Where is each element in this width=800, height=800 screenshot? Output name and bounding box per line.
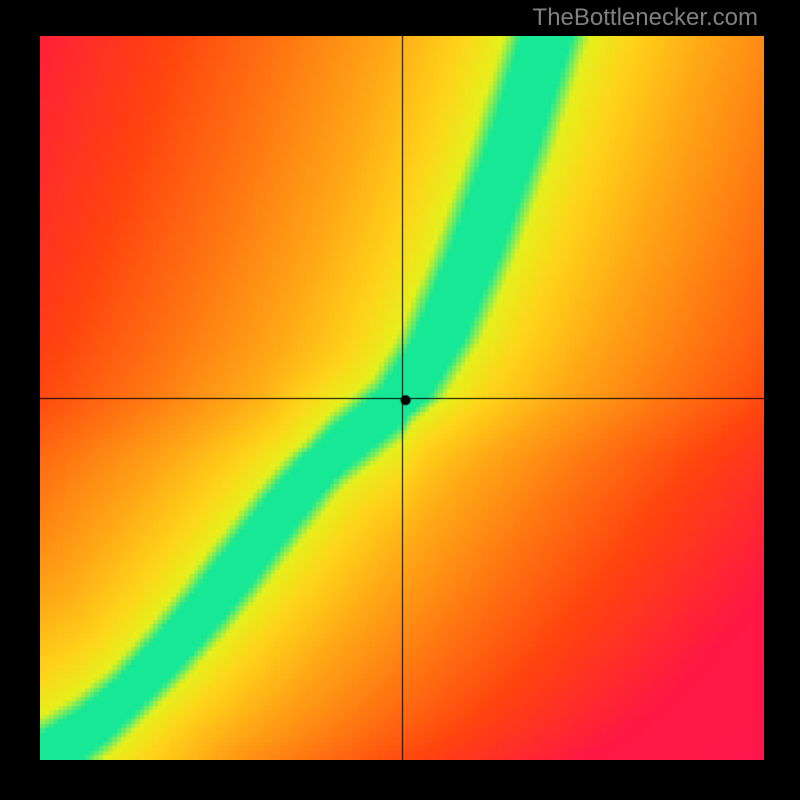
watermark-text: TheBottlenecker.com: [533, 4, 758, 32]
bottleneck-heatmap: [40, 36, 764, 760]
chart-container: TheBottlenecker.com: [0, 0, 800, 800]
